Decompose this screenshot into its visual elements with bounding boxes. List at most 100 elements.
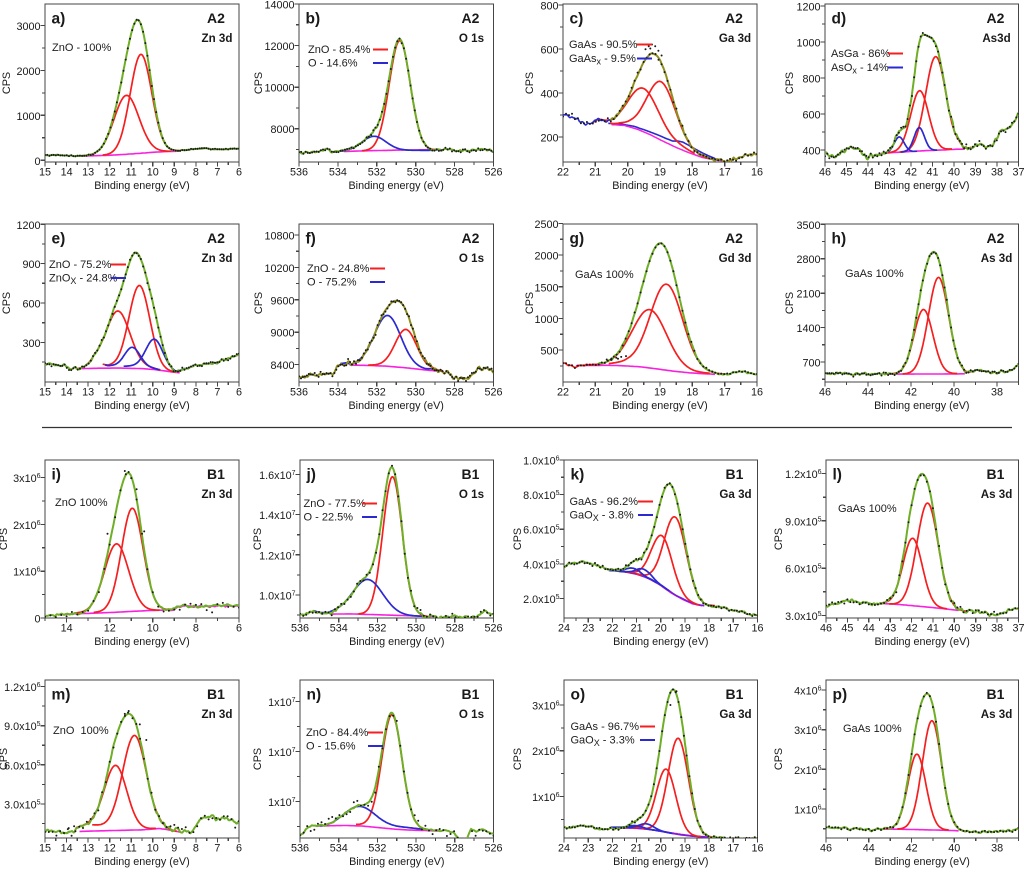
svg-text:B1: B1 (726, 686, 744, 702)
svg-text:23: 23 (582, 842, 594, 854)
svg-text:GaOX - 3.8%: GaOX - 3.8% (570, 510, 634, 524)
svg-text:42: 42 (906, 622, 918, 634)
svg-text:2x106: 2x106 (794, 765, 821, 777)
svg-text:12: 12 (104, 842, 116, 854)
svg-text:Binding energy (eV): Binding energy (eV) (874, 180, 969, 192)
svg-text:8.0x105: 8.0x105 (523, 490, 559, 502)
svg-text:16: 16 (751, 386, 763, 398)
svg-text:12: 12 (104, 622, 116, 634)
svg-text:7: 7 (214, 386, 220, 398)
svg-text:17: 17 (719, 166, 731, 178)
svg-text:Binding energy (eV): Binding energy (eV) (874, 400, 969, 412)
svg-text:6.0x105: 6.0x105 (4, 760, 40, 772)
svg-text:1.2x107: 1.2x107 (259, 550, 295, 562)
svg-text:44: 44 (863, 842, 875, 854)
svg-text:O - 22.5%: O - 22.5% (304, 512, 354, 524)
svg-text:O - 14.6%: O - 14.6% (308, 58, 358, 70)
svg-text:12: 12 (104, 166, 116, 178)
svg-text:a): a) (52, 11, 66, 28)
svg-text:ZnO - 85.4%: ZnO - 85.4% (308, 44, 371, 56)
svg-text:CPS: CPS (773, 528, 785, 550)
svg-text:9.0x105: 9.0x105 (785, 516, 821, 528)
svg-text:8: 8 (193, 166, 199, 178)
svg-text:Binding energy (eV): Binding energy (eV) (94, 400, 189, 412)
svg-text:O 1s: O 1s (459, 488, 484, 501)
svg-text:p): p) (833, 687, 848, 704)
svg-text:12: 12 (104, 386, 116, 398)
svg-text:Gd 3d: Gd 3d (719, 252, 752, 265)
svg-text:528: 528 (446, 622, 464, 634)
svg-text:A2: A2 (987, 10, 1005, 26)
svg-text:j): j) (306, 467, 316, 484)
svg-text:14000: 14000 (264, 0, 294, 12)
svg-text:46: 46 (820, 842, 832, 854)
svg-text:536: 536 (290, 166, 308, 178)
svg-text:Zn 3d: Zn 3d (202, 252, 233, 265)
svg-text:As3d: As3d (982, 32, 1010, 45)
svg-text:Binding energy (eV): Binding energy (eV) (613, 636, 708, 648)
svg-text:22: 22 (557, 386, 569, 398)
svg-text:A2: A2 (207, 230, 225, 246)
svg-text:Binding energy (eV): Binding energy (eV) (94, 856, 189, 868)
svg-text:44: 44 (862, 386, 874, 398)
svg-text:500: 500 (540, 346, 558, 358)
svg-text:10000: 10000 (264, 83, 294, 95)
svg-text:14: 14 (61, 842, 73, 854)
svg-text:GaAs 100%: GaAs 100% (838, 503, 897, 515)
svg-text:AsGa - 86%: AsGa - 86% (831, 48, 891, 60)
svg-text:526: 526 (484, 622, 502, 634)
svg-text:CPS: CPS (253, 72, 265, 94)
svg-text:15: 15 (39, 842, 51, 854)
svg-text:CPS: CPS (773, 748, 785, 770)
svg-text:8000: 8000 (270, 124, 294, 136)
svg-text:1x107: 1x107 (268, 797, 295, 809)
svg-text:16: 16 (751, 842, 763, 854)
svg-text:1x106: 1x106 (13, 567, 40, 579)
svg-text:CPS: CPS (524, 72, 536, 94)
svg-text:CPS: CPS (784, 292, 796, 314)
svg-text:530: 530 (407, 386, 425, 398)
svg-text:11: 11 (126, 386, 137, 398)
svg-text:600: 600 (802, 110, 820, 122)
svg-text:AsOx - 14%: AsOx - 14% (831, 62, 889, 76)
svg-text:18: 18 (703, 842, 715, 854)
svg-text:O 1s: O 1s (459, 32, 484, 45)
svg-text:m): m) (52, 687, 71, 704)
svg-text:19: 19 (654, 166, 666, 178)
svg-text:20: 20 (655, 842, 667, 854)
svg-text:1400: 1400 (796, 323, 820, 335)
svg-text:10: 10 (147, 842, 159, 854)
svg-text:ZnO - 75.2%: ZnO - 75.2% (49, 259, 112, 271)
svg-text:Binding energy (eV): Binding energy (eV) (612, 400, 707, 412)
svg-text:44: 44 (863, 622, 875, 634)
svg-text:3.0x105: 3.0x105 (785, 611, 821, 623)
svg-text:12000: 12000 (264, 41, 294, 53)
svg-text:n): n) (307, 687, 322, 704)
svg-text:Zn 3d: Zn 3d (202, 488, 233, 501)
svg-text:44: 44 (862, 166, 874, 178)
svg-text:1x107: 1x107 (268, 697, 295, 709)
svg-text:CPS: CPS (512, 528, 524, 550)
svg-text:41: 41 (927, 622, 939, 634)
svg-text:Ga 3d: Ga 3d (719, 488, 751, 501)
svg-text:530: 530 (407, 622, 425, 634)
svg-text:Binding energy (eV): Binding energy (eV) (613, 856, 708, 868)
svg-text:46: 46 (819, 386, 831, 398)
svg-text:GaAs - 96.2%: GaAs - 96.2% (570, 496, 639, 508)
svg-text:532: 532 (368, 842, 386, 854)
svg-text:400: 400 (802, 145, 820, 157)
svg-text:A2: A2 (462, 230, 480, 246)
svg-text:14: 14 (61, 166, 73, 178)
svg-text:Zn 3d: Zn 3d (202, 32, 233, 45)
svg-text:39: 39 (969, 166, 981, 178)
svg-text:B1: B1 (462, 466, 480, 482)
svg-text:As 3d: As 3d (981, 488, 1013, 501)
svg-text:B1: B1 (987, 686, 1005, 702)
svg-text:1.0x106: 1.0x106 (523, 456, 559, 468)
svg-text:d): d) (832, 11, 847, 28)
svg-text:24: 24 (558, 842, 570, 854)
svg-text:700: 700 (802, 358, 820, 370)
svg-text:800: 800 (540, 0, 558, 12)
svg-text:9.0x105: 9.0x105 (4, 721, 40, 733)
svg-text:ZnO - 84.4%: ZnO - 84.4% (306, 727, 369, 739)
